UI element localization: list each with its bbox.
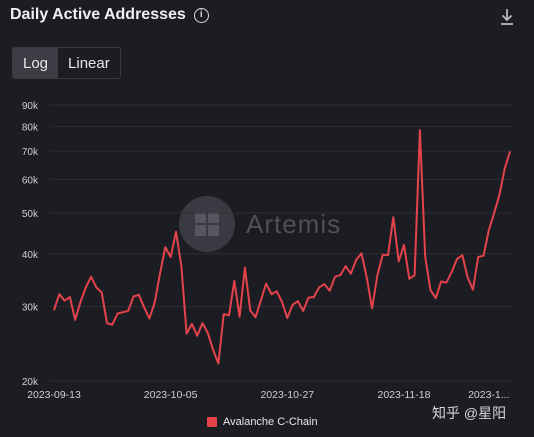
- y-tick-label: 30k: [22, 303, 39, 314]
- info-icon[interactable]: i: [193, 7, 209, 23]
- y-tick-label: 50k: [22, 209, 39, 220]
- y-tick-label: 80k: [22, 123, 39, 134]
- x-tick-label: 2023-10-05: [144, 389, 198, 401]
- chart-title: Daily Active Addresses: [10, 6, 186, 23]
- watermark-text: Artemis: [246, 209, 342, 239]
- y-tick-label: 70k: [22, 147, 39, 158]
- series-line-avalanche-c-chain[interactable]: [53, 129, 511, 365]
- x-tick-label: 2023-09-13: [27, 389, 81, 401]
- y-tick-label: 90k: [22, 101, 39, 112]
- scale-toggle: Log Linear: [12, 47, 121, 79]
- download-icon[interactable]: [500, 8, 514, 26]
- linear-scale-button[interactable]: Linear: [68, 55, 110, 72]
- y-tick-label: 40k: [22, 250, 39, 261]
- y-tick-label: 60k: [22, 175, 39, 186]
- artemis-logo-icon: [179, 196, 235, 252]
- x-tick-label: 2023-1...: [468, 389, 509, 401]
- legend-label[interactable]: Avalanche C-Chain: [223, 416, 318, 428]
- author-credit: 知乎 @星阳: [432, 405, 507, 421]
- log-scale-button[interactable]: Log: [13, 48, 59, 78]
- x-tick-label: 2023-10-27: [260, 389, 314, 401]
- legend-swatch[interactable]: [207, 417, 217, 427]
- chart-legend: Avalanche C-Chain: [207, 416, 318, 428]
- chart-header: Daily Active Addresses i: [10, 6, 209, 24]
- y-tick-label: 20k: [22, 377, 39, 388]
- x-tick-label: 2023-11-18: [377, 389, 430, 401]
